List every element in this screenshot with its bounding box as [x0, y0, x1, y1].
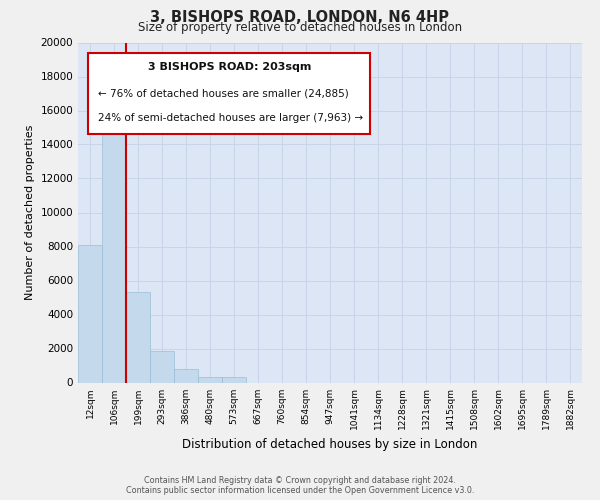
Y-axis label: Number of detached properties: Number of detached properties: [25, 125, 35, 300]
X-axis label: Distribution of detached houses by size in London: Distribution of detached houses by size …: [182, 438, 478, 451]
FancyBboxPatch shape: [88, 52, 370, 134]
Bar: [78, 245, 102, 382]
Text: Size of property relative to detached houses in London: Size of property relative to detached ho…: [138, 21, 462, 34]
Bar: [222, 377, 246, 382]
Text: Contains public sector information licensed under the Open Government Licence v3: Contains public sector information licen…: [126, 486, 474, 495]
Text: 3 BISHOPS ROAD: 203sqm: 3 BISHOPS ROAD: 203sqm: [148, 62, 311, 72]
Bar: [126, 292, 150, 382]
Text: Contains HM Land Registry data © Crown copyright and database right 2024.: Contains HM Land Registry data © Crown c…: [144, 476, 456, 485]
Text: ← 76% of detached houses are smaller (24,885): ← 76% of detached houses are smaller (24…: [98, 88, 349, 99]
Bar: [150, 351, 174, 382]
Bar: [102, 102, 126, 382]
Text: 3, BISHOPS ROAD, LONDON, N6 4HP: 3, BISHOPS ROAD, LONDON, N6 4HP: [151, 10, 449, 25]
Bar: [174, 369, 198, 382]
Text: 24% of semi-detached houses are larger (7,963) →: 24% of semi-detached houses are larger (…: [98, 113, 363, 123]
Bar: [198, 376, 222, 382]
